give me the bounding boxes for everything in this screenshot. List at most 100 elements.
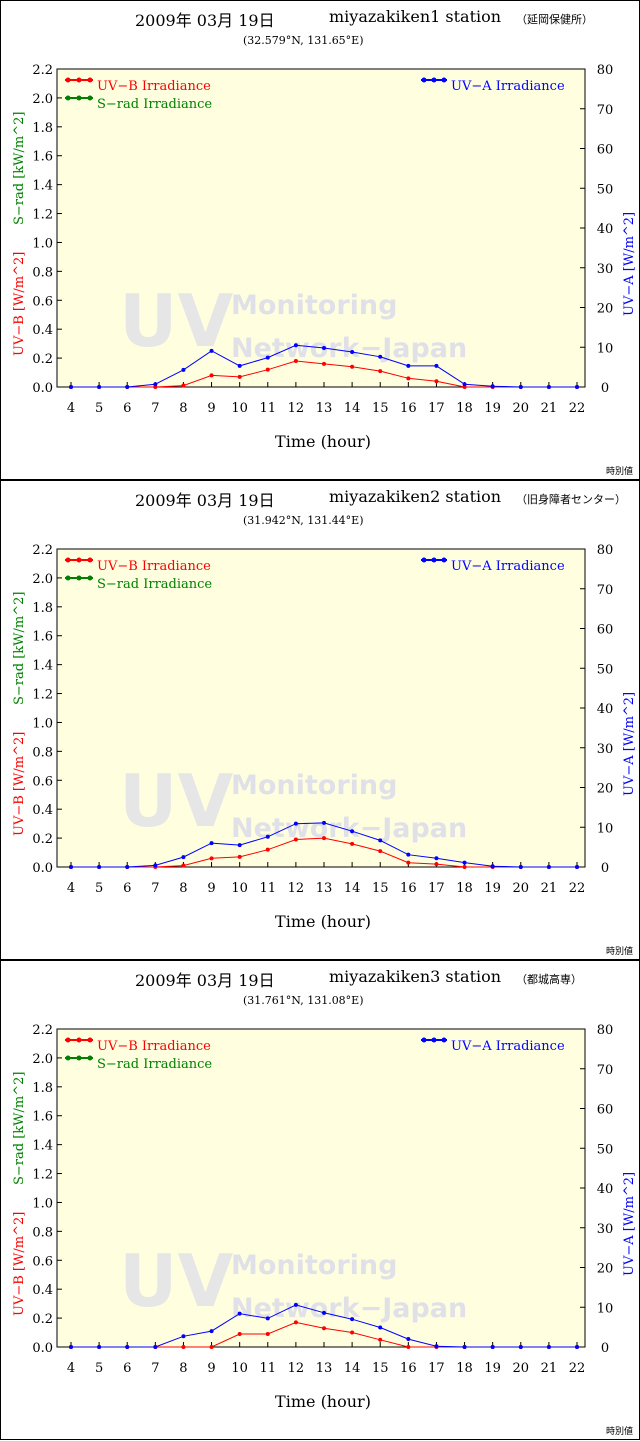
uva-data-point	[378, 838, 383, 843]
uvb-data-point	[406, 376, 411, 381]
uvb-data-point	[265, 1331, 270, 1336]
x-tick-label: 7	[151, 401, 159, 416]
uva-data-point	[518, 865, 523, 869]
left-tick-label: 1.2	[32, 1168, 53, 1183]
uvb-data-point	[322, 1326, 326, 1331]
x-tick-label: 12	[288, 401, 305, 416]
left-tick-label: 2.2	[32, 1023, 53, 1038]
legend-uvb: UV−B Irradiance	[65, 77, 211, 94]
legend-uva-label: UV−A Irradiance	[451, 1039, 565, 1054]
right-axis: 0 10 20 30 40 50 60 70 80	[580, 63, 613, 396]
right-tick-label: 20	[597, 302, 614, 317]
uvb-data-point	[322, 836, 326, 841]
x-tick-label: 15	[372, 881, 389, 896]
x-tick-label: 13	[316, 401, 333, 416]
uva-data-point	[462, 382, 467, 387]
x-tick-label: 15	[372, 1361, 389, 1376]
uva-data-point	[265, 834, 270, 839]
x-tick-label: 6	[123, 1361, 131, 1376]
date-label: 2009年 03月 19日	[135, 971, 275, 990]
series-group	[69, 1302, 579, 1349]
uva-data-point	[181, 1334, 186, 1339]
chart-panel-2: UV Monitoring Network−Japan 0.0 0.2 0.4 0.6…	[0, 480, 640, 960]
series-group	[69, 820, 579, 869]
x-tick-label: 18	[456, 881, 473, 896]
uvb-data-point	[209, 373, 214, 378]
x-tick-label: 14	[344, 1361, 361, 1376]
right-tick-label: 70	[597, 583, 614, 598]
left-tick-label: 1.4	[32, 179, 53, 194]
left-tick-label: 2.2	[32, 63, 53, 78]
uvb-data-point	[181, 383, 186, 388]
x-tick-label: 10	[231, 1361, 248, 1376]
y-axis-title-uva: UV−A [W/m^2]	[622, 212, 637, 316]
y-axis-title-srad: S−rad [kW/m^2]	[12, 592, 27, 705]
uva-data-point	[97, 865, 102, 869]
uva-data-point	[265, 1316, 270, 1321]
right-tick-label: 20	[597, 1262, 614, 1277]
uvb-data-point	[434, 379, 439, 384]
x-axis-title: Time (hour)	[275, 912, 371, 931]
left-tick-label: 0.6	[32, 1254, 53, 1269]
watermark-uv: UV	[119, 1239, 233, 1323]
right-tick-label: 0	[601, 1341, 609, 1356]
y-axis-title-srad: S−rad [kW/m^2]	[12, 1072, 27, 1185]
uva-data-point	[518, 1345, 523, 1349]
uvb-data-point	[378, 369, 383, 374]
uvb-data-point	[378, 1337, 383, 1342]
uva-data-point	[125, 865, 130, 869]
x-tick-label: 22	[569, 881, 586, 896]
x-tick-label: 4	[67, 401, 75, 416]
right-tick-label: 0	[601, 381, 609, 396]
left-tick-label: 0.2	[32, 1312, 53, 1327]
uvb-data-point	[462, 865, 467, 869]
uva-data-point	[181, 855, 186, 860]
x-tick-label: 17	[428, 1361, 445, 1376]
right-tick-label: 40	[597, 702, 614, 717]
right-tick-label: 30	[597, 1222, 614, 1237]
x-tick-label: 19	[484, 881, 501, 896]
uva-data-point	[293, 821, 298, 826]
x-tick-label: 17	[428, 401, 445, 416]
left-tick-label: 0.0	[32, 1341, 53, 1356]
left-tick-label: 0.6	[32, 774, 53, 789]
uva-data-point	[97, 385, 102, 389]
chart-panel-1: UV Monitoring Network−Japan 0.0 0.2 0.4 0.6…	[0, 0, 640, 480]
left-tick-label: 1.0	[32, 236, 53, 251]
series-group	[69, 343, 579, 389]
x-axis: 4 5 6 7 8 9 10 11 12 13 14 15 16 17 18 19 20 21 22	[67, 1342, 585, 1376]
uva-data-point	[322, 1310, 326, 1315]
uva-data-point	[237, 843, 242, 848]
right-tick-label: 60	[597, 1103, 614, 1118]
x-tick-label: 21	[541, 401, 558, 416]
uva-data-point	[350, 829, 355, 834]
left-tick-label: 2.0	[32, 92, 53, 107]
x-tick-label: 16	[400, 1361, 417, 1376]
x-tick-label: 6	[123, 401, 131, 416]
uvb-data-point	[378, 849, 383, 854]
uvb-data-point	[265, 847, 270, 852]
coords-label: (31.761°N, 131.08°E)	[243, 994, 364, 1007]
station-label: miyazakiken1 station	[329, 7, 502, 26]
hourly-value-note: 時別値	[605, 1427, 633, 1437]
watermark-line2: Network−Japan	[231, 813, 467, 844]
uvb-data-point	[293, 837, 298, 842]
left-tick-label: 0.4	[32, 1283, 53, 1298]
plot-area	[56, 68, 586, 388]
left-tick-label: 1.6	[32, 630, 53, 645]
uvb-data-point	[209, 856, 214, 861]
x-tick-label: 22	[569, 1361, 586, 1376]
uvb-data-point	[293, 1320, 298, 1325]
legend-uvb: UV−B Irradiance	[65, 557, 211, 574]
x-tick-label: 4	[67, 1361, 75, 1376]
left-axis: 0.0 0.2 0.4 0.6 0.8 1.0 1.2 1.4 1.6 1.8 2.0 2.2	[32, 543, 62, 876]
x-tick-label: 16	[400, 881, 417, 896]
left-tick-label: 1.0	[32, 1196, 53, 1211]
uvb-data-point	[322, 361, 326, 366]
location-label: （延岡保健所）	[516, 13, 593, 26]
uva-data-point	[69, 385, 73, 389]
left-axis: 0.0 0.2 0.4 0.6 0.8 1.0 1.2 1.4 1.6 1.8 2.0 2.2	[32, 63, 62, 396]
uva-data-point	[350, 1317, 355, 1322]
x-tick-label: 20	[513, 401, 530, 416]
